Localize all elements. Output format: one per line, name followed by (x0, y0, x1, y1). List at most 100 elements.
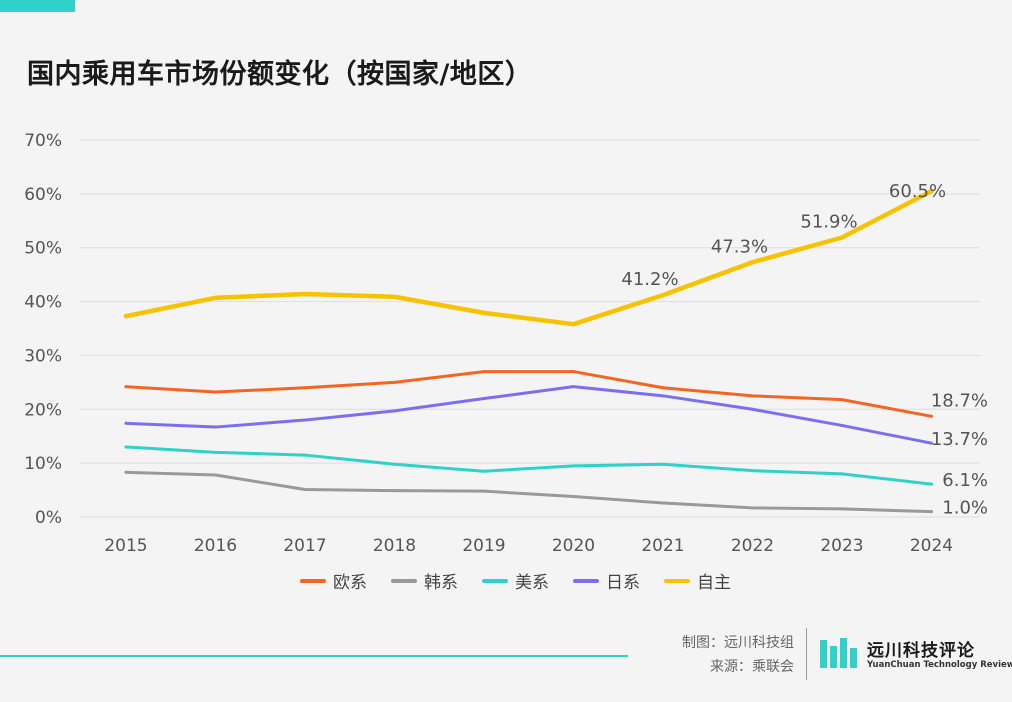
credit-maker-label: 制图： (682, 635, 724, 651)
chart-gridlines (80, 139, 980, 518)
legend-label: 韩系 (424, 573, 458, 593)
data-point (482, 397, 486, 401)
data-point (840, 472, 844, 476)
data-point (214, 296, 217, 300)
x-tick-label: 2017 (283, 536, 326, 556)
series-line-美系 (124, 445, 933, 486)
page-title: 国内乘用车市场份额变化（按国家/地区） (27, 59, 533, 90)
y-tick-label: 50% (24, 239, 62, 259)
data-point (572, 370, 575, 374)
data-point (393, 462, 396, 466)
x-tick-label: 2024 (910, 536, 953, 556)
data-point (930, 441, 933, 445)
data-label: 18.7% (931, 390, 988, 411)
x-tick-label: 2015 (104, 536, 147, 556)
chart-legend: 欧系 韩系 美系 日系 自主 (300, 568, 731, 593)
legend-item: 韩系 (391, 568, 458, 593)
data-point (482, 469, 486, 473)
data-point (393, 409, 396, 413)
credit-maker-value: 远川科技组 (724, 635, 794, 651)
data-point (124, 445, 128, 449)
legend-swatch (391, 578, 417, 583)
data-point (482, 370, 486, 374)
y-tick-label: 10% (24, 454, 62, 474)
brand-subtitle: YuanChuan Technology Review (867, 660, 1012, 670)
legend-label: 日系 (606, 573, 640, 593)
data-point (124, 314, 128, 318)
y-tick-label: 70% (24, 131, 62, 151)
data-point (661, 501, 665, 505)
data-label: 47.3% (711, 236, 768, 257)
x-tick-label: 2023 (820, 536, 863, 556)
x-tick-label: 2022 (731, 536, 774, 556)
data-point (930, 482, 933, 486)
brand-name: 远川科技评论 (867, 641, 975, 661)
data-point (124, 421, 128, 425)
data-point (124, 385, 128, 389)
data-point (661, 462, 665, 466)
chart-series (123, 188, 934, 514)
data-label: 60.5% (889, 181, 946, 202)
series-line-欧系 (124, 370, 933, 418)
legend-item: 欧系 (300, 568, 367, 593)
data-point (124, 470, 128, 474)
data-label: 6.1% (942, 470, 988, 491)
x-tick-label: 2018 (373, 536, 416, 556)
data-point (393, 489, 396, 493)
legend-swatch (664, 578, 690, 583)
legend-item: 美系 (482, 568, 549, 593)
data-point (572, 322, 575, 326)
y-tick-label: 20% (24, 400, 62, 420)
legend-item: 日系 (573, 568, 640, 593)
data-point (572, 464, 575, 468)
data-point (482, 311, 486, 315)
data-point (751, 407, 754, 411)
data-point (930, 510, 933, 514)
y-tick-label: 40% (24, 293, 62, 313)
credit-source-value: 乘联会 (752, 659, 794, 675)
brand-divider (806, 628, 807, 680)
legend-swatch (573, 578, 599, 583)
data-point (840, 235, 844, 239)
data-point (393, 295, 396, 299)
data-point (572, 495, 575, 499)
legend-label: 欧系 (333, 573, 367, 593)
data-point (751, 260, 754, 264)
data-point (482, 489, 486, 493)
x-tick-label: 2021 (641, 536, 684, 556)
data-point (303, 418, 307, 422)
data-point (751, 506, 754, 510)
data-point (303, 292, 307, 296)
data-point (572, 385, 575, 389)
corner-accent-tab (0, 0, 75, 12)
credit-source-label: 来源： (710, 659, 752, 675)
credit-source: 来源：乘联会 (710, 656, 794, 676)
legend-label: 自主 (697, 573, 731, 593)
data-point (303, 453, 307, 457)
data-point (661, 293, 665, 297)
brand-logo-icon (820, 638, 857, 668)
series-line-韩系 (124, 470, 933, 514)
y-tick-label: 60% (24, 185, 62, 205)
y-axis-ticks: 0% 10% 20% 30% 40% 50% 60% 70% (24, 131, 62, 528)
footer-accent-line (0, 655, 628, 657)
y-tick-label: 30% (24, 346, 62, 366)
data-label: 13.7% (931, 429, 988, 450)
legend-swatch (482, 578, 508, 583)
data-point (303, 488, 307, 492)
data-point (393, 380, 396, 384)
x-tick-label: 2016 (194, 536, 237, 556)
data-point (930, 189, 933, 193)
series-line-日系 (124, 385, 933, 445)
data-point (751, 469, 754, 473)
series-line-自主 (123, 188, 934, 327)
data-point (214, 390, 217, 394)
data-label: 41.2% (621, 269, 678, 290)
credit-maker: 制图：远川科技组 (682, 632, 794, 652)
data-point (840, 398, 844, 402)
x-tick-label: 2019 (462, 536, 505, 556)
line-chart: 0% 10% 20% 30% 40% 50% 60% 70% 2015 2016 2017 2018… (24, 131, 988, 556)
data-point (840, 423, 844, 427)
legend-label: 美系 (515, 573, 549, 593)
legend-swatch (300, 578, 326, 583)
